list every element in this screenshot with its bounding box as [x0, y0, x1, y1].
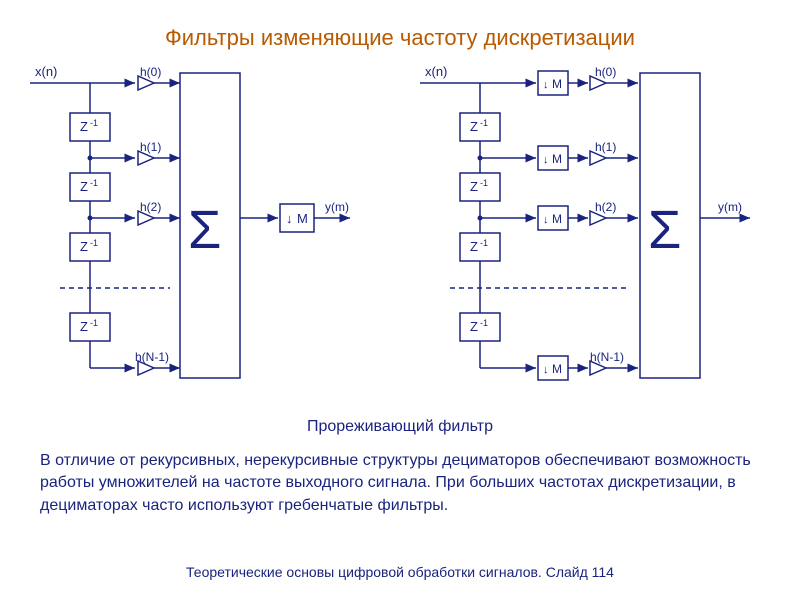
svg-text:h(1): h(1) — [595, 140, 616, 154]
svg-text:M: M — [552, 77, 562, 91]
svg-text:Z: Z — [470, 179, 478, 194]
svg-text:Z: Z — [80, 179, 88, 194]
svg-text:M: M — [552, 362, 562, 376]
svg-text:Z: Z — [470, 119, 478, 134]
svg-text:M: M — [297, 211, 308, 226]
svg-text:↓: ↓ — [543, 79, 549, 91]
svg-text:Z: Z — [80, 319, 88, 334]
svg-text:-1: -1 — [480, 318, 488, 328]
svg-text:h(2): h(2) — [595, 200, 616, 214]
svg-text:↓: ↓ — [543, 214, 549, 226]
svg-text:h(2): h(2) — [140, 200, 161, 214]
svg-text:Z: Z — [80, 239, 88, 254]
svg-text:-1: -1 — [480, 178, 488, 188]
svg-text:↓: ↓ — [543, 364, 549, 376]
svg-text:x(n): x(n) — [35, 64, 57, 79]
svg-text:Z: Z — [470, 319, 478, 334]
svg-text:-1: -1 — [90, 238, 98, 248]
svg-text:-1: -1 — [90, 318, 98, 328]
body-text: В отличие от рекурсивных, нерекурсивные … — [40, 450, 760, 517]
svg-text:h(N-1): h(N-1) — [590, 350, 624, 364]
svg-text:↓: ↓ — [286, 211, 293, 226]
svg-text:-1: -1 — [480, 118, 488, 128]
svg-text:h(0): h(0) — [595, 65, 616, 79]
svg-text:Z: Z — [470, 239, 478, 254]
svg-text:Σ: Σ — [648, 200, 681, 260]
svg-text:-1: -1 — [90, 178, 98, 188]
svg-text:y(m): y(m) — [325, 200, 349, 214]
svg-text:M: M — [552, 212, 562, 226]
svg-text:-1: -1 — [90, 118, 98, 128]
svg-text:x(n): x(n) — [425, 64, 447, 79]
page-title: Фильтры изменяющие частоту дискретизации — [0, 25, 800, 51]
svg-text:Z: Z — [80, 119, 88, 134]
svg-text:h(1): h(1) — [140, 140, 161, 154]
diagram-caption: Прореживающий фильтр — [0, 418, 800, 436]
svg-text:↓: ↓ — [543, 154, 549, 166]
svg-text:h(0): h(0) — [140, 65, 161, 79]
footer-text: Теоретические основы цифровой обработки … — [0, 564, 800, 580]
svg-text:M: M — [552, 152, 562, 166]
filter-diagram: x(n) Z-1 Z-1 Z-1 Z-1 h(0) h(1) h(2) h(N-… — [0, 58, 800, 408]
svg-text:Σ: Σ — [188, 200, 221, 260]
diagram-container: x(n) Z-1 Z-1 Z-1 Z-1 h(0) h(1) h(2) h(N-… — [0, 58, 800, 408]
svg-text:-1: -1 — [480, 238, 488, 248]
svg-text:y(m): y(m) — [718, 200, 742, 214]
